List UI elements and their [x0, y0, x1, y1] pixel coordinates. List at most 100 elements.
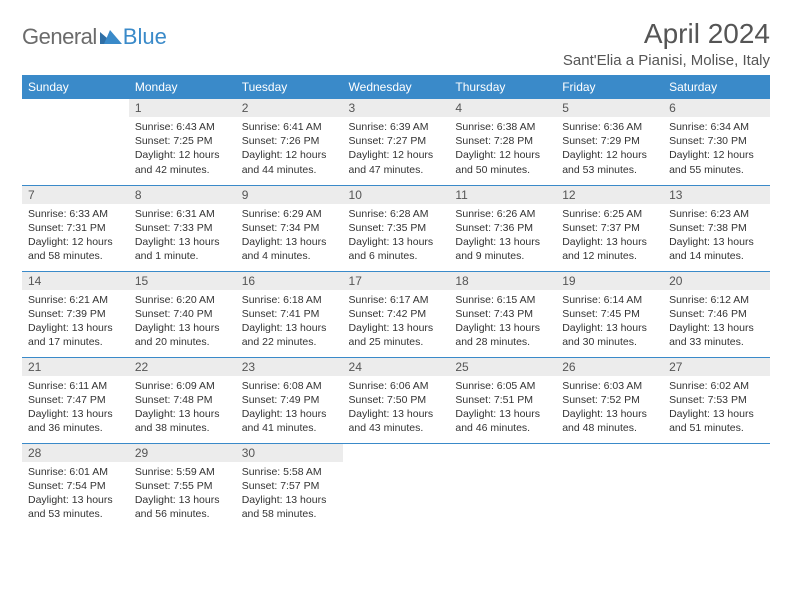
- day-body: Sunrise: 6:12 AMSunset: 7:46 PMDaylight:…: [663, 290, 770, 354]
- day-body: Sunrise: 6:25 AMSunset: 7:37 PMDaylight:…: [556, 204, 663, 268]
- day-body: Sunrise: 6:26 AMSunset: 7:36 PMDaylight:…: [449, 204, 556, 268]
- logo-triangle-icon: [100, 28, 122, 46]
- calendar-cell: 25Sunrise: 6:05 AMSunset: 7:51 PMDayligh…: [449, 357, 556, 443]
- day-body: Sunrise: 6:06 AMSunset: 7:50 PMDaylight:…: [343, 376, 450, 440]
- day-body: Sunrise: 6:33 AMSunset: 7:31 PMDaylight:…: [22, 204, 129, 268]
- day-number: 4: [449, 99, 556, 117]
- day-body: Sunrise: 6:02 AMSunset: 7:53 PMDaylight:…: [663, 376, 770, 440]
- day-body: Sunrise: 6:18 AMSunset: 7:41 PMDaylight:…: [236, 290, 343, 354]
- day-body: Sunrise: 6:23 AMSunset: 7:38 PMDaylight:…: [663, 204, 770, 268]
- day-number: 17: [343, 272, 450, 290]
- day-body: Sunrise: 6:39 AMSunset: 7:27 PMDaylight:…: [343, 117, 450, 181]
- day-number: 25: [449, 358, 556, 376]
- calendar-cell: 9Sunrise: 6:29 AMSunset: 7:34 PMDaylight…: [236, 185, 343, 271]
- day-number: 12: [556, 186, 663, 204]
- day-number: 11: [449, 186, 556, 204]
- day-body: Sunrise: 6:11 AMSunset: 7:47 PMDaylight:…: [22, 376, 129, 440]
- day-body: Sunrise: 5:58 AMSunset: 7:57 PMDaylight:…: [236, 462, 343, 526]
- day-header: Thursday: [449, 75, 556, 99]
- day-header: Wednesday: [343, 75, 450, 99]
- day-body: Sunrise: 6:03 AMSunset: 7:52 PMDaylight:…: [556, 376, 663, 440]
- day-body: Sunrise: 6:09 AMSunset: 7:48 PMDaylight:…: [129, 376, 236, 440]
- calendar-cell: 4Sunrise: 6:38 AMSunset: 7:28 PMDaylight…: [449, 99, 556, 185]
- calendar-week: 7Sunrise: 6:33 AMSunset: 7:31 PMDaylight…: [22, 185, 770, 271]
- day-number: 9: [236, 186, 343, 204]
- calendar-cell: 11Sunrise: 6:26 AMSunset: 7:36 PMDayligh…: [449, 185, 556, 271]
- calendar-cell: 27Sunrise: 6:02 AMSunset: 7:53 PMDayligh…: [663, 357, 770, 443]
- day-number: 21: [22, 358, 129, 376]
- day-number: 15: [129, 272, 236, 290]
- calendar-cell: 12Sunrise: 6:25 AMSunset: 7:37 PMDayligh…: [556, 185, 663, 271]
- day-number: 5: [556, 99, 663, 117]
- day-number: 16: [236, 272, 343, 290]
- calendar-cell: 19Sunrise: 6:14 AMSunset: 7:45 PMDayligh…: [556, 271, 663, 357]
- day-body: Sunrise: 6:41 AMSunset: 7:26 PMDaylight:…: [236, 117, 343, 181]
- calendar-week: 21Sunrise: 6:11 AMSunset: 7:47 PMDayligh…: [22, 357, 770, 443]
- day-number: 24: [343, 358, 450, 376]
- day-number: 18: [449, 272, 556, 290]
- calendar-cell: 29Sunrise: 5:59 AMSunset: 7:55 PMDayligh…: [129, 443, 236, 529]
- day-header: Sunday: [22, 75, 129, 99]
- calendar-cell: 20Sunrise: 6:12 AMSunset: 7:46 PMDayligh…: [663, 271, 770, 357]
- calendar-cell: 28Sunrise: 6:01 AMSunset: 7:54 PMDayligh…: [22, 443, 129, 529]
- logo-text-general: General: [22, 24, 97, 50]
- day-body: Sunrise: 6:28 AMSunset: 7:35 PMDaylight:…: [343, 204, 450, 268]
- location: Sant'Elia a Pianisi, Molise, Italy: [563, 52, 770, 69]
- day-body: Sunrise: 6:05 AMSunset: 7:51 PMDaylight:…: [449, 376, 556, 440]
- day-body: Sunrise: 6:34 AMSunset: 7:30 PMDaylight:…: [663, 117, 770, 181]
- calendar-week: 28Sunrise: 6:01 AMSunset: 7:54 PMDayligh…: [22, 443, 770, 529]
- calendar-cell: 14Sunrise: 6:21 AMSunset: 7:39 PMDayligh…: [22, 271, 129, 357]
- calendar-cell: 26Sunrise: 6:03 AMSunset: 7:52 PMDayligh…: [556, 357, 663, 443]
- calendar-cell: 15Sunrise: 6:20 AMSunset: 7:40 PMDayligh…: [129, 271, 236, 357]
- day-number: 30: [236, 444, 343, 462]
- calendar-cell: 5Sunrise: 6:36 AMSunset: 7:29 PMDaylight…: [556, 99, 663, 185]
- calendar-cell: 2Sunrise: 6:41 AMSunset: 7:26 PMDaylight…: [236, 99, 343, 185]
- calendar-cell: [556, 443, 663, 529]
- day-number: 22: [129, 358, 236, 376]
- day-number: 2: [236, 99, 343, 117]
- month-title: April 2024: [563, 18, 770, 50]
- day-number: 10: [343, 186, 450, 204]
- day-body: Sunrise: 6:17 AMSunset: 7:42 PMDaylight:…: [343, 290, 450, 354]
- calendar-cell: 7Sunrise: 6:33 AMSunset: 7:31 PMDaylight…: [22, 185, 129, 271]
- day-number: 26: [556, 358, 663, 376]
- calendar-cell: 16Sunrise: 6:18 AMSunset: 7:41 PMDayligh…: [236, 271, 343, 357]
- calendar-cell: 6Sunrise: 6:34 AMSunset: 7:30 PMDaylight…: [663, 99, 770, 185]
- calendar-week: 1Sunrise: 6:43 AMSunset: 7:25 PMDaylight…: [22, 99, 770, 185]
- day-body: Sunrise: 5:59 AMSunset: 7:55 PMDaylight:…: [129, 462, 236, 526]
- calendar-week: 14Sunrise: 6:21 AMSunset: 7:39 PMDayligh…: [22, 271, 770, 357]
- day-number: 20: [663, 272, 770, 290]
- calendar-cell: 21Sunrise: 6:11 AMSunset: 7:47 PMDayligh…: [22, 357, 129, 443]
- day-body: Sunrise: 6:38 AMSunset: 7:28 PMDaylight:…: [449, 117, 556, 181]
- calendar-cell: 3Sunrise: 6:39 AMSunset: 7:27 PMDaylight…: [343, 99, 450, 185]
- day-number: 28: [22, 444, 129, 462]
- title-block: April 2024 Sant'Elia a Pianisi, Molise, …: [563, 18, 770, 69]
- day-number: 6: [663, 99, 770, 117]
- day-number: 19: [556, 272, 663, 290]
- header: General Blue April 2024 Sant'Elia a Pian…: [22, 18, 770, 69]
- calendar-cell: 1Sunrise: 6:43 AMSunset: 7:25 PMDaylight…: [129, 99, 236, 185]
- day-number: 29: [129, 444, 236, 462]
- day-header: Tuesday: [236, 75, 343, 99]
- calendar-table: Sunday Monday Tuesday Wednesday Thursday…: [22, 75, 770, 529]
- calendar-cell: 24Sunrise: 6:06 AMSunset: 7:50 PMDayligh…: [343, 357, 450, 443]
- calendar-cell: [343, 443, 450, 529]
- day-header: Friday: [556, 75, 663, 99]
- calendar-cell: 22Sunrise: 6:09 AMSunset: 7:48 PMDayligh…: [129, 357, 236, 443]
- calendar-cell: 13Sunrise: 6:23 AMSunset: 7:38 PMDayligh…: [663, 185, 770, 271]
- day-number: 27: [663, 358, 770, 376]
- day-number: 7: [22, 186, 129, 204]
- day-body: Sunrise: 6:43 AMSunset: 7:25 PMDaylight:…: [129, 117, 236, 181]
- calendar-cell: 30Sunrise: 5:58 AMSunset: 7:57 PMDayligh…: [236, 443, 343, 529]
- day-body: Sunrise: 6:36 AMSunset: 7:29 PMDaylight:…: [556, 117, 663, 181]
- logo-text-blue: Blue: [123, 24, 167, 50]
- day-body: Sunrise: 6:15 AMSunset: 7:43 PMDaylight:…: [449, 290, 556, 354]
- calendar-cell: 10Sunrise: 6:28 AMSunset: 7:35 PMDayligh…: [343, 185, 450, 271]
- day-header-row: Sunday Monday Tuesday Wednesday Thursday…: [22, 75, 770, 99]
- day-body: Sunrise: 6:31 AMSunset: 7:33 PMDaylight:…: [129, 204, 236, 268]
- day-number: 23: [236, 358, 343, 376]
- logo: General Blue: [22, 24, 167, 50]
- calendar-cell: 18Sunrise: 6:15 AMSunset: 7:43 PMDayligh…: [449, 271, 556, 357]
- day-number: 3: [343, 99, 450, 117]
- day-body: Sunrise: 6:29 AMSunset: 7:34 PMDaylight:…: [236, 204, 343, 268]
